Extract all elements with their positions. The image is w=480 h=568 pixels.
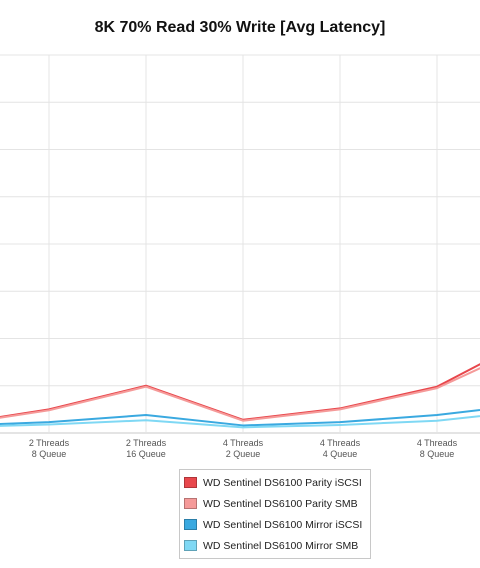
x-tick-label: 4 Threads (320, 438, 361, 448)
x-tick-label: 4 Queue (323, 449, 358, 459)
legend: WD Sentinel DS6100 Parity iSCSI WD Sentin… (179, 469, 371, 559)
legend-swatch (184, 477, 197, 488)
x-tick-label: 2 Threads (126, 438, 167, 448)
legend-item[interactable]: WD Sentinel DS6100 Parity iSCSI (180, 472, 370, 493)
x-tick-label: 8 Queue (420, 449, 455, 459)
legend-label: WD Sentinel DS6100 Mirror SMB (203, 539, 359, 552)
x-tick-label: 2 Threads (29, 438, 70, 448)
legend-label: WD Sentinel DS6100 Mirror iSCSI (203, 518, 363, 531)
x-tick-label: 8 Queue (32, 449, 67, 459)
series-line-1 (0, 363, 480, 421)
series-line-2 (0, 367, 480, 422)
legend-label: WD Sentinel DS6100 Parity iSCSI (203, 476, 362, 489)
legend-item[interactable]: WD Sentinel DS6100 Parity SMB (180, 493, 370, 514)
legend-label: WD Sentinel DS6100 Parity SMB (203, 497, 358, 510)
series-line-3 (0, 409, 480, 427)
legend-swatch (184, 519, 197, 530)
chart-title: 8K 70% Read 30% Write [Avg Latency] (94, 19, 386, 36)
x-tick-label: 4 Threads (417, 438, 458, 448)
series-layer (0, 363, 480, 429)
x-tick-label: 2 Queue (226, 449, 261, 459)
legend-swatch (184, 498, 197, 509)
legend-swatch (184, 540, 197, 551)
legend-item[interactable]: WD Sentinel DS6100 Mirror SMB (180, 535, 370, 556)
x-tick-label: 16 Queue (126, 449, 166, 459)
grid-layer (0, 54, 480, 434)
x-tick-label: 4 Threads (223, 438, 264, 448)
series-line-4 (0, 415, 480, 429)
legend-item[interactable]: WD Sentinel DS6100 Mirror iSCSI (180, 514, 370, 535)
